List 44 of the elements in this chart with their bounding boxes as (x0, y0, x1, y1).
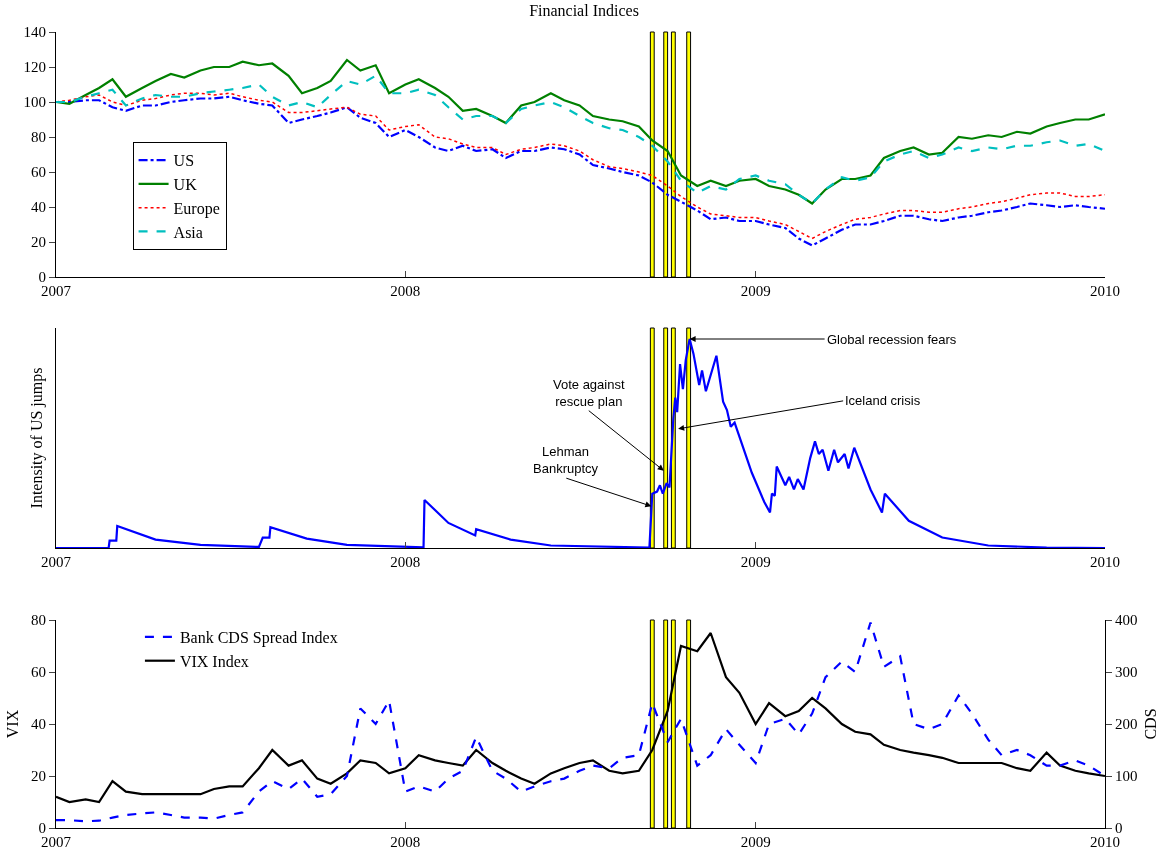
y-tick-label: 80 (31, 129, 46, 146)
y2-tick-label: 300 (1115, 664, 1138, 681)
y-tick-label: 120 (23, 59, 46, 76)
x-tick-label: 2010 (1090, 283, 1120, 299)
y-tick-label: 100 (23, 94, 46, 111)
annotation: Iceland crisis (845, 393, 921, 408)
annotation: Vote against rescue plan (553, 377, 625, 409)
y-tick-label: 20 (31, 234, 46, 251)
x-tick-label: 2009 (740, 834, 771, 850)
y-tick-label: 40 (31, 199, 46, 216)
x-tick-label: 2007 (41, 834, 72, 850)
legend-label: UK (173, 176, 198, 194)
x-tick-label: 2008 (390, 283, 421, 299)
y2-tick-label: 400 (1115, 612, 1138, 629)
legend-label: Europe (173, 199, 220, 218)
y-tick-label: 0 (38, 269, 46, 286)
x-tick-label: 2008 (390, 834, 421, 850)
y-axis-title: Intensity of US jumps (27, 367, 46, 509)
y2-tick-label: 200 (1115, 716, 1138, 733)
y-tick-label: 80 (31, 612, 46, 629)
y-tick-label: 0 (38, 820, 46, 837)
y2-axis-title: CDS (1142, 708, 1160, 740)
legend-label: VIX Index (179, 652, 249, 670)
x-tick-label: 2010 (1090, 554, 1120, 570)
x-tick-label: 2009 (740, 283, 771, 299)
legend-label: US (173, 152, 195, 170)
x-tick-label: 2010 (1090, 834, 1120, 850)
x-tick-label: 2009 (740, 554, 771, 570)
x-tick-label: 2007 (41, 283, 72, 299)
legend-label: Bank CDS Spread Index (179, 629, 338, 648)
x-tick-label: 2007 (41, 554, 72, 570)
legend-label: Asia (173, 223, 203, 241)
y-tick-label: 60 (31, 664, 46, 681)
y-axis-title: VIX (3, 709, 21, 739)
y-tick-label: 40 (31, 716, 46, 733)
y2-tick-label: 100 (1115, 768, 1138, 785)
y-tick-label: 20 (31, 768, 46, 785)
y-tick-label: 60 (31, 164, 46, 181)
y-tick-label: 140 (23, 24, 46, 41)
annotation: Global recession fears (827, 332, 957, 347)
y2-tick-label: 0 (1115, 820, 1123, 837)
x-tick-label: 2008 (390, 554, 421, 570)
annotation: Lehman Bankruptcy (533, 444, 599, 476)
chart-title: Financial Indices (529, 1, 639, 19)
